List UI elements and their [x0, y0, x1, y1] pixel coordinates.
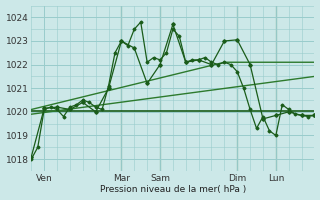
X-axis label: Pression niveau de la mer( hPa ): Pression niveau de la mer( hPa ) — [100, 185, 246, 194]
